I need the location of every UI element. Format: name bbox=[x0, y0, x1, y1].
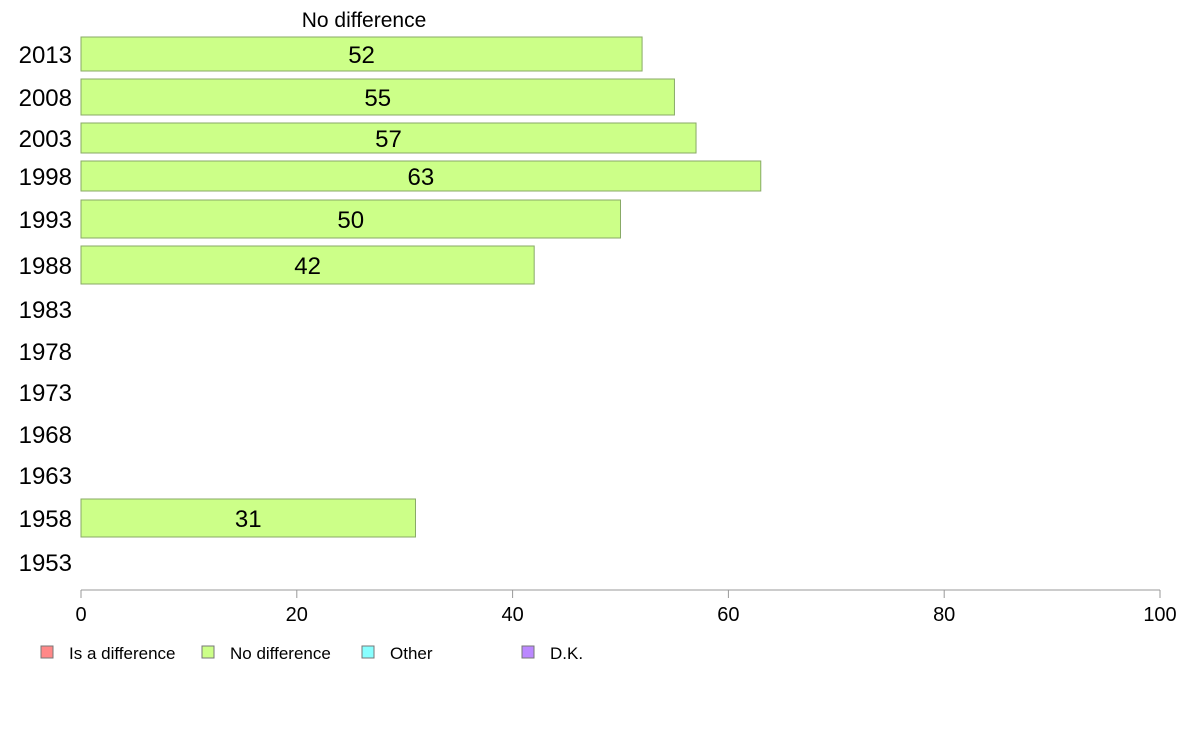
bar-value-label: 63 bbox=[408, 164, 435, 191]
category-label: 1993 bbox=[19, 207, 72, 234]
x-axis: 0 20 40 60 80 100 bbox=[75, 589, 1177, 626]
legend-label: D.K. bbox=[550, 644, 583, 663]
bar bbox=[80, 36, 643, 72]
legend-swatch bbox=[361, 645, 375, 659]
bar-value-label: 57 bbox=[375, 126, 402, 153]
category-label: 1988 bbox=[19, 253, 72, 280]
bar bbox=[80, 245, 535, 285]
x-tick-label: 0 bbox=[75, 604, 86, 626]
x-tick-label: 60 bbox=[717, 604, 739, 626]
bar bbox=[80, 122, 697, 154]
category-labels: 2013 2008 2003 1998 1993 1988 1983 1978 1973 1968… bbox=[19, 42, 72, 577]
category-label: 1958 bbox=[19, 506, 72, 533]
category-label: 1983 bbox=[19, 297, 72, 324]
legend-label: Is a difference bbox=[69, 644, 175, 663]
category-label: 1998 bbox=[19, 164, 72, 191]
category-label: 2008 bbox=[19, 85, 72, 112]
category-label: 2013 bbox=[19, 42, 72, 69]
x-tick-label: 100 bbox=[1143, 604, 1176, 626]
category-label: 1968 bbox=[19, 422, 72, 449]
legend-swatch bbox=[521, 645, 535, 659]
category-label: 2003 bbox=[19, 126, 72, 153]
bar-value-label: 55 bbox=[364, 85, 391, 112]
legend-label: Other bbox=[390, 644, 433, 663]
bar-value-label: 52 bbox=[348, 42, 375, 69]
legend-swatch bbox=[40, 645, 54, 659]
bar bbox=[80, 199, 621, 239]
x-tick-label: 80 bbox=[933, 604, 955, 626]
category-label: 1973 bbox=[19, 380, 72, 407]
category-label: 1978 bbox=[19, 339, 72, 366]
legend-label: No difference bbox=[230, 644, 331, 663]
legend-swatch bbox=[201, 645, 215, 659]
bar-value-label: 50 bbox=[337, 207, 364, 234]
x-tick-label: 20 bbox=[286, 604, 308, 626]
bar bbox=[80, 160, 762, 192]
bar-value-label: 42 bbox=[294, 253, 321, 280]
category-label: 1953 bbox=[19, 550, 72, 577]
bar-value-label: 31 bbox=[235, 506, 262, 533]
legend: Is a difference No difference Other D.K. bbox=[40, 644, 583, 663]
category-label: 1963 bbox=[19, 463, 72, 490]
bar bbox=[80, 78, 675, 116]
x-tick-label: 40 bbox=[501, 604, 523, 626]
series-title: No difference bbox=[302, 9, 427, 32]
bar bbox=[80, 498, 416, 538]
